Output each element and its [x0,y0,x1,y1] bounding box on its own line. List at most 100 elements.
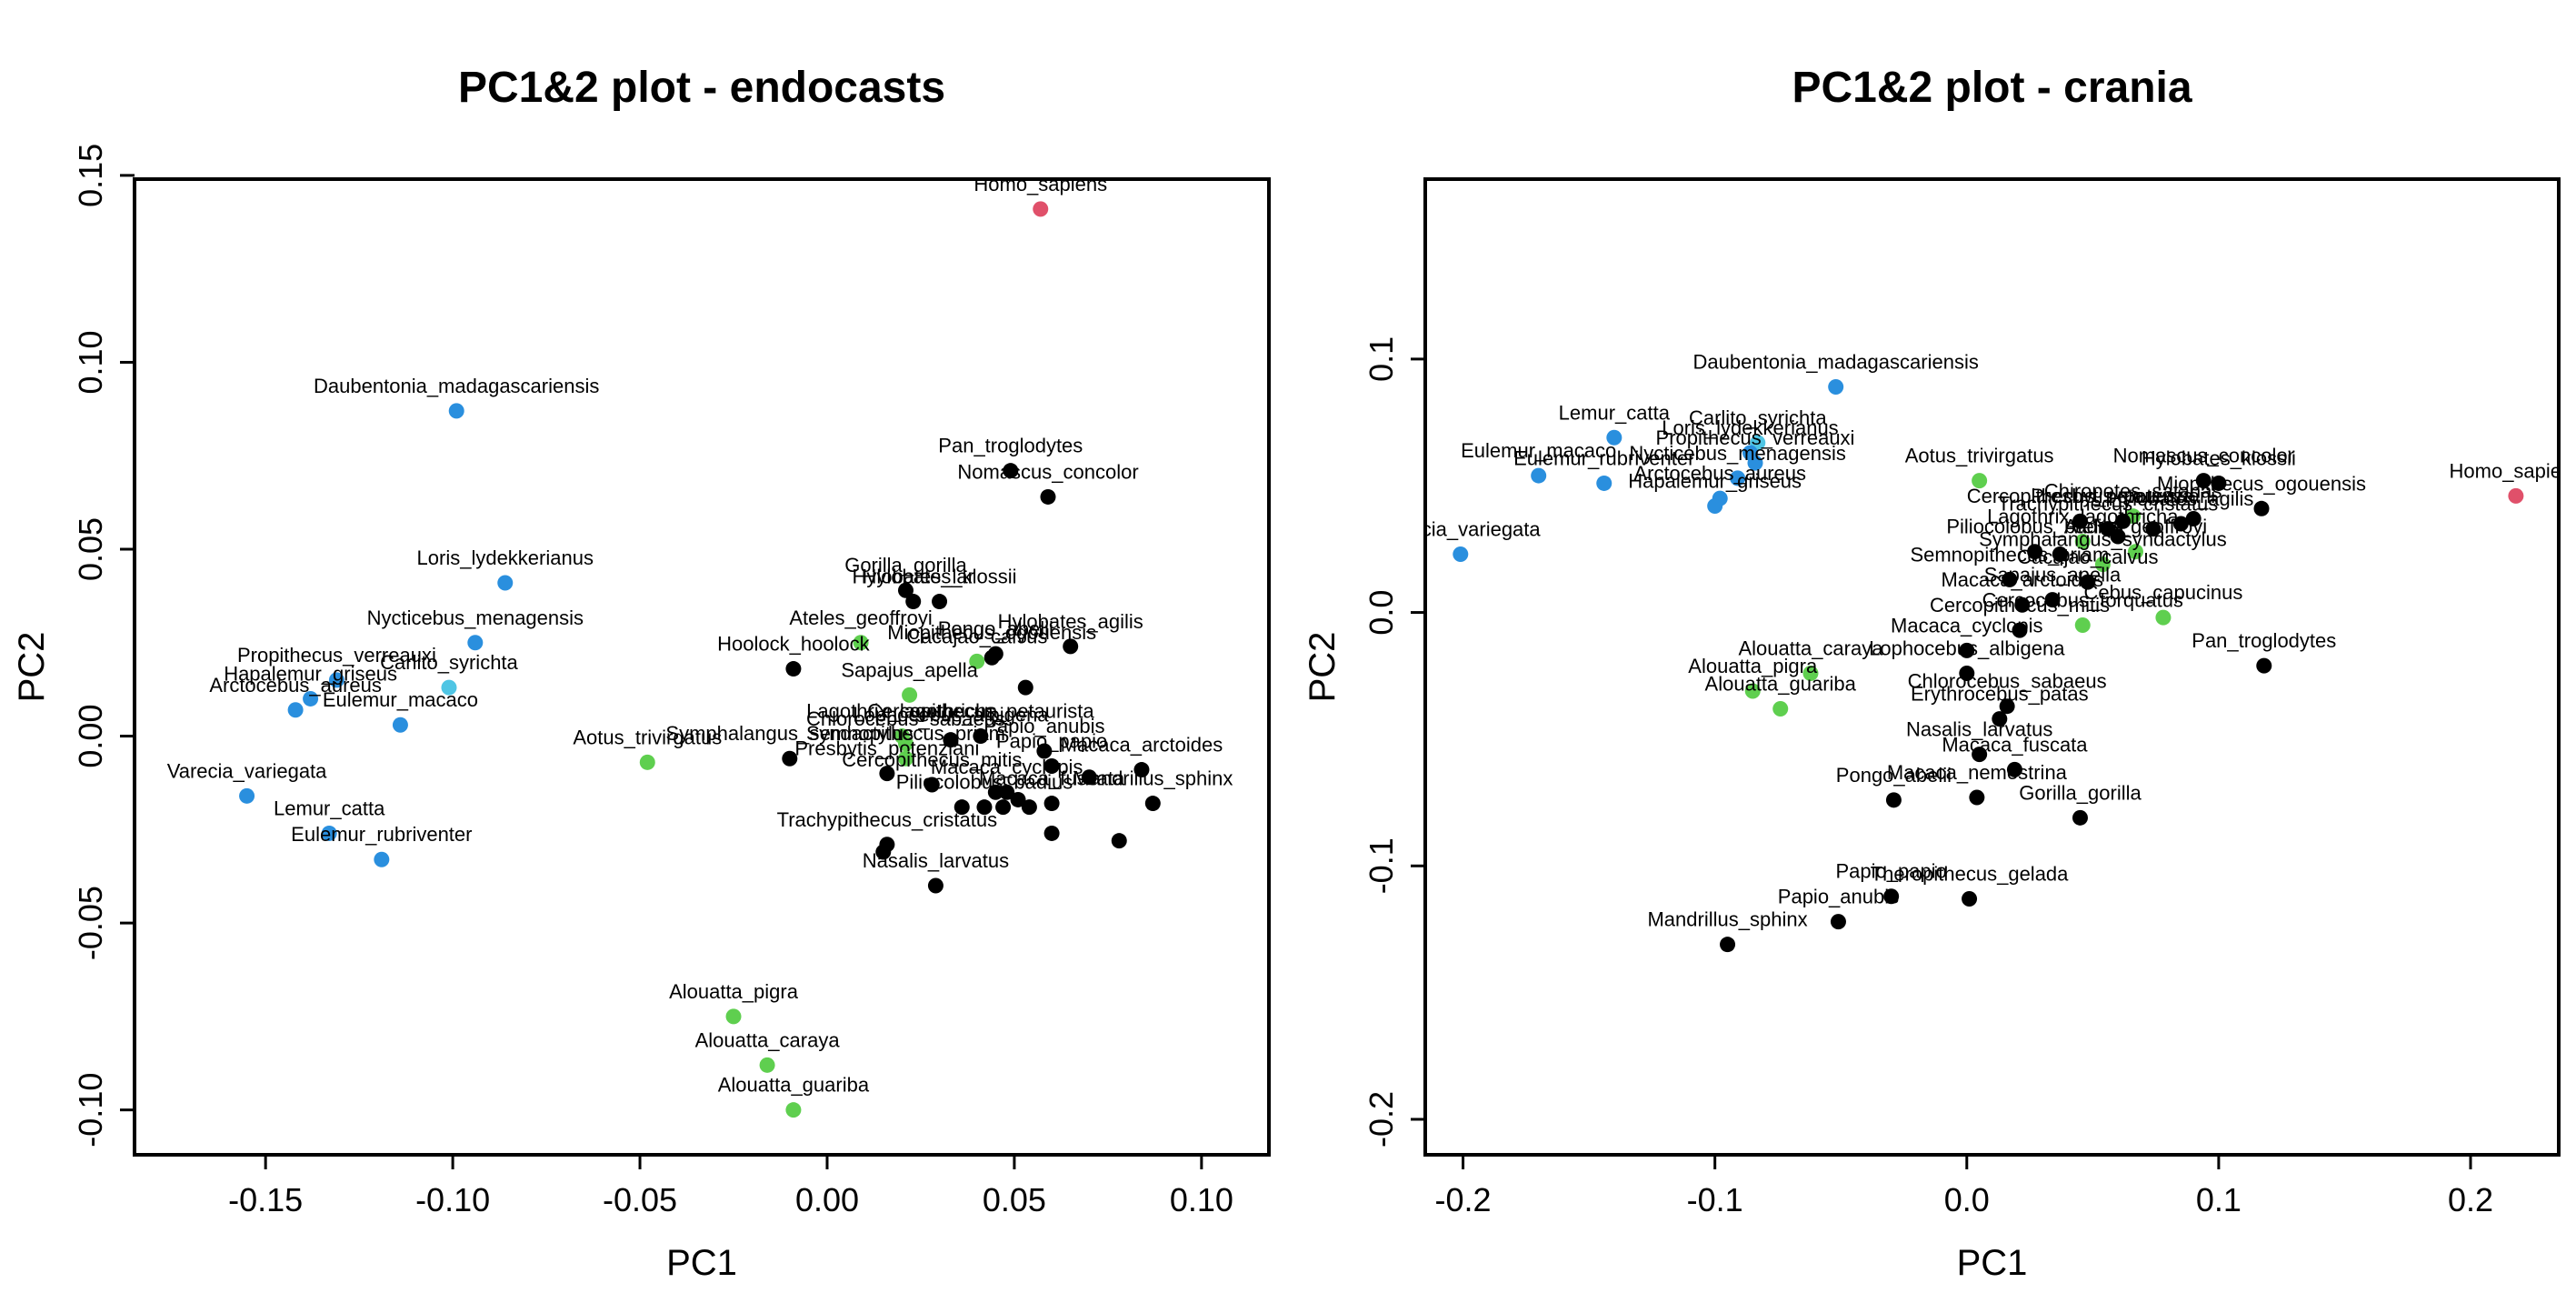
data-point [785,1102,802,1118]
data-point [1081,769,1097,786]
data-point-label: Nomascus_concolor [957,460,1138,483]
data-point-label: Hoolock_hoolock [717,633,871,656]
data-point [2074,617,2091,634]
x-tick-label: -0.1 [1687,1181,1743,1218]
data-point [902,687,918,703]
data-point [2145,521,2162,537]
data-point [328,672,344,688]
chart-title: PC1&2 plot - crania [1792,64,2192,112]
x-tick-label: 0.1 [2196,1181,2242,1218]
data-point [2094,556,2111,573]
data-point [785,661,802,677]
data-point [987,784,1003,800]
data-point [1040,488,1056,505]
data-point [1043,796,1060,812]
data-point-label: Chlorocebus_sabaeus [806,707,1005,730]
data-point [897,736,914,752]
data-point [1730,470,1746,486]
data-point-label: Alouatta_guariba [1705,672,1857,695]
data-point [879,837,895,853]
y-axis-label: PC2 [1303,632,1343,703]
data-point-label: Hylobates_klossii [2142,446,2296,469]
x-tick-label: 0.2 [2448,1181,2493,1218]
data-point [321,825,337,841]
data-point-label: Ateles_geoffroyi [789,606,932,629]
data-point-label: Propithecus_verreauxi [237,644,436,667]
y-tick-label: -0.2 [1363,1091,1400,1148]
data-point [1959,665,1975,681]
data-point-label: Hylobates_agilis [998,610,1143,633]
data-point-label: Mandrillus_sphinx [1647,908,1807,931]
data-point-label: Cercopithecus_mitis [842,748,1022,771]
data-point [1063,638,1079,655]
data-point [2155,609,2172,626]
data-point [2072,513,2088,529]
data-point-label: Daubentonia_madagascariensis [1693,351,1979,374]
data-point-label: Macaca_arctoides [1941,568,2103,591]
data-point-label: Semnopithecus_priam [1910,543,2109,566]
data-point-label: Carlito_syrichta [380,651,518,674]
data-point [1969,789,1985,806]
data-point [954,799,970,816]
data-point [2253,500,2270,516]
y-tick-label: 0.10 [72,330,109,394]
data-point [239,787,255,804]
data-point-label: Gorilla_gorilla [2019,781,2142,804]
data-point [924,777,940,793]
x-tick-label: -0.10 [415,1181,490,1218]
data-point-label: Pongo_abelii [1836,764,1952,787]
data-point [999,784,1015,800]
data-point-label: Cercopithecus_petaurista [1967,485,2194,507]
data-point [1453,546,1469,562]
data-point-label: Eulemur_macaco [323,688,478,711]
chart-panel-2: PC1&2 plot - crania -0.2 -0.1 0.0 0.1 0.2 -0.2… [1303,64,2561,1283]
data-point-label: Aotus_trivirgatus [1905,445,2054,467]
data-point [303,690,319,707]
y-axis-label: PC2 [12,632,52,703]
data-point [905,594,922,610]
data-point-label: Symphalangus_syndactylus [665,722,914,745]
data-point-label: Pongo_abelii [938,617,1053,640]
data-point-label: Nycticebus_menagensis [367,606,584,629]
data-point-label: Propithecus_verreauxi [1656,426,1855,449]
data-point [2002,571,2018,587]
data-point [759,1057,775,1073]
data-point-label: Cacajao_calvus [2017,546,2158,568]
data-point-label: Hylobates_lar [852,566,974,588]
data-point-label: Chlorocebus_sabaeus [1908,670,2107,693]
data-point-label: Trachypithecus_cristatus [777,808,998,831]
data-point-label: Lagothrix_lagothricha [1987,506,2179,528]
x-axis-label: PC1 [1957,1243,2028,1283]
data-point [287,702,304,718]
data-point [725,1008,742,1025]
data-point-label: Symphalangus_syndactylus [1979,528,2227,551]
data-point-label: Homo_sapiens [973,173,1107,195]
data-point-label: Loris_lydekkerianus [417,546,594,569]
data-point-label: Macaca_nemestrina [1887,761,2068,784]
data-point-label: Cercopithecus_petaurista [867,700,1094,723]
data-point-label: Aotus_trivirgatus [573,726,722,748]
data-point [1003,463,1019,479]
data-point-label: Alouatta_caraya [1738,636,1883,659]
data-point [1531,467,1547,484]
plot-area: Daubentonia_madagascariensis Lemur_catta C… [1427,351,2557,953]
data-point [1959,642,1975,658]
chart-panel-1: PC1&2 plot - endocasts -0.15 -0.10 -0.05 0.0… [12,64,1271,1283]
data-point [2006,761,2022,777]
data-point [467,635,484,651]
data-point [2072,809,2088,826]
y-tick-label: 0.05 [72,517,109,581]
data-point-label: Arctocebus_aureus [1633,462,1806,485]
data-point-label: Papio_papio [1835,860,1946,883]
x-tick-label: -0.15 [228,1181,303,1218]
data-point-label: Nomascus_concolor [2113,445,2294,467]
data-point-label: Pan_troglodytes [938,435,1083,457]
data-point-label: Papio_anubis [983,715,1104,737]
data-point-label: Cacajao_calvus [906,625,1047,647]
data-point-label: Alouatta_caraya [695,1028,841,1051]
data-point-label: Mandrillus_sphinx [1073,767,1233,790]
data-point [1033,201,1049,217]
data-point [932,594,948,610]
data-point-label: Lemur_catta [274,797,385,819]
